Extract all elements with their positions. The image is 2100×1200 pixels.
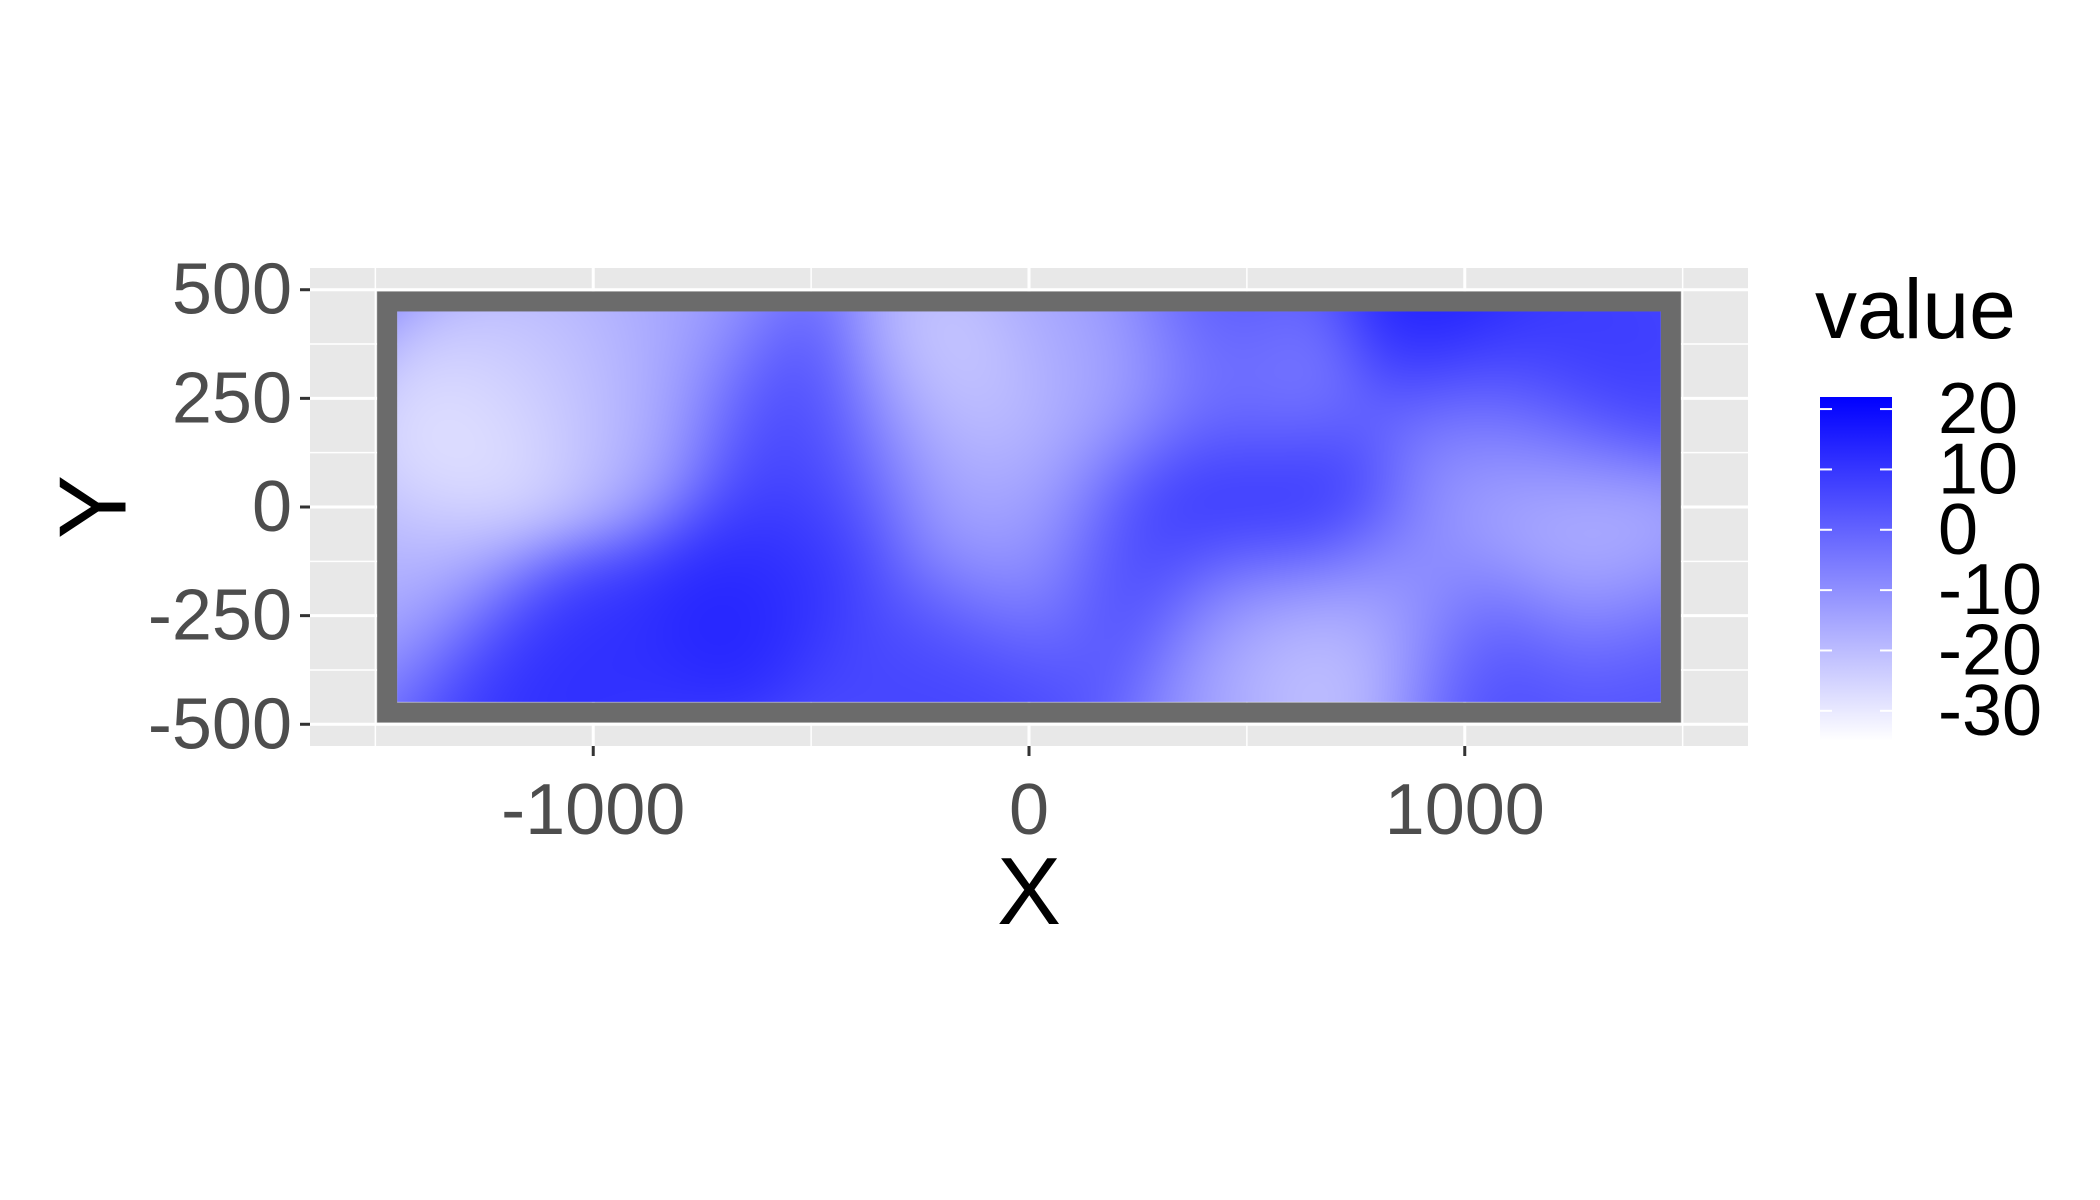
x-tick-label: -1000 <box>501 770 685 850</box>
legend-tick-label: -30 <box>1938 671 2042 751</box>
x-axis-title: X <box>997 838 1061 945</box>
legend-colorbar <box>1820 397 1892 741</box>
y-tick-label: -250 <box>148 576 292 656</box>
x-tick-label: 0 <box>1009 770 1049 850</box>
legend-tick-label: 20 <box>1938 369 2018 449</box>
field-border <box>377 291 1681 723</box>
legend-tick-label: 0 <box>1938 490 1978 570</box>
y-axis: 500 250 0 -250 -500 <box>148 250 310 764</box>
legend-tick-label: -10 <box>1938 550 2042 630</box>
y-tick-label: -500 <box>148 684 292 764</box>
legend-tick-label: 10 <box>1938 429 2018 509</box>
y-axis-title: Y <box>39 475 146 539</box>
x-tick-label: 1000 <box>1385 770 1545 850</box>
y-tick-label: 500 <box>172 250 292 330</box>
y-tick-label: 0 <box>252 467 292 547</box>
legend-title: value <box>1815 262 2016 356</box>
y-tick-label: 250 <box>172 358 292 438</box>
legend-tick-label: -20 <box>1938 610 2042 690</box>
x-axis: -1000 0 1000 <box>501 746 1545 850</box>
